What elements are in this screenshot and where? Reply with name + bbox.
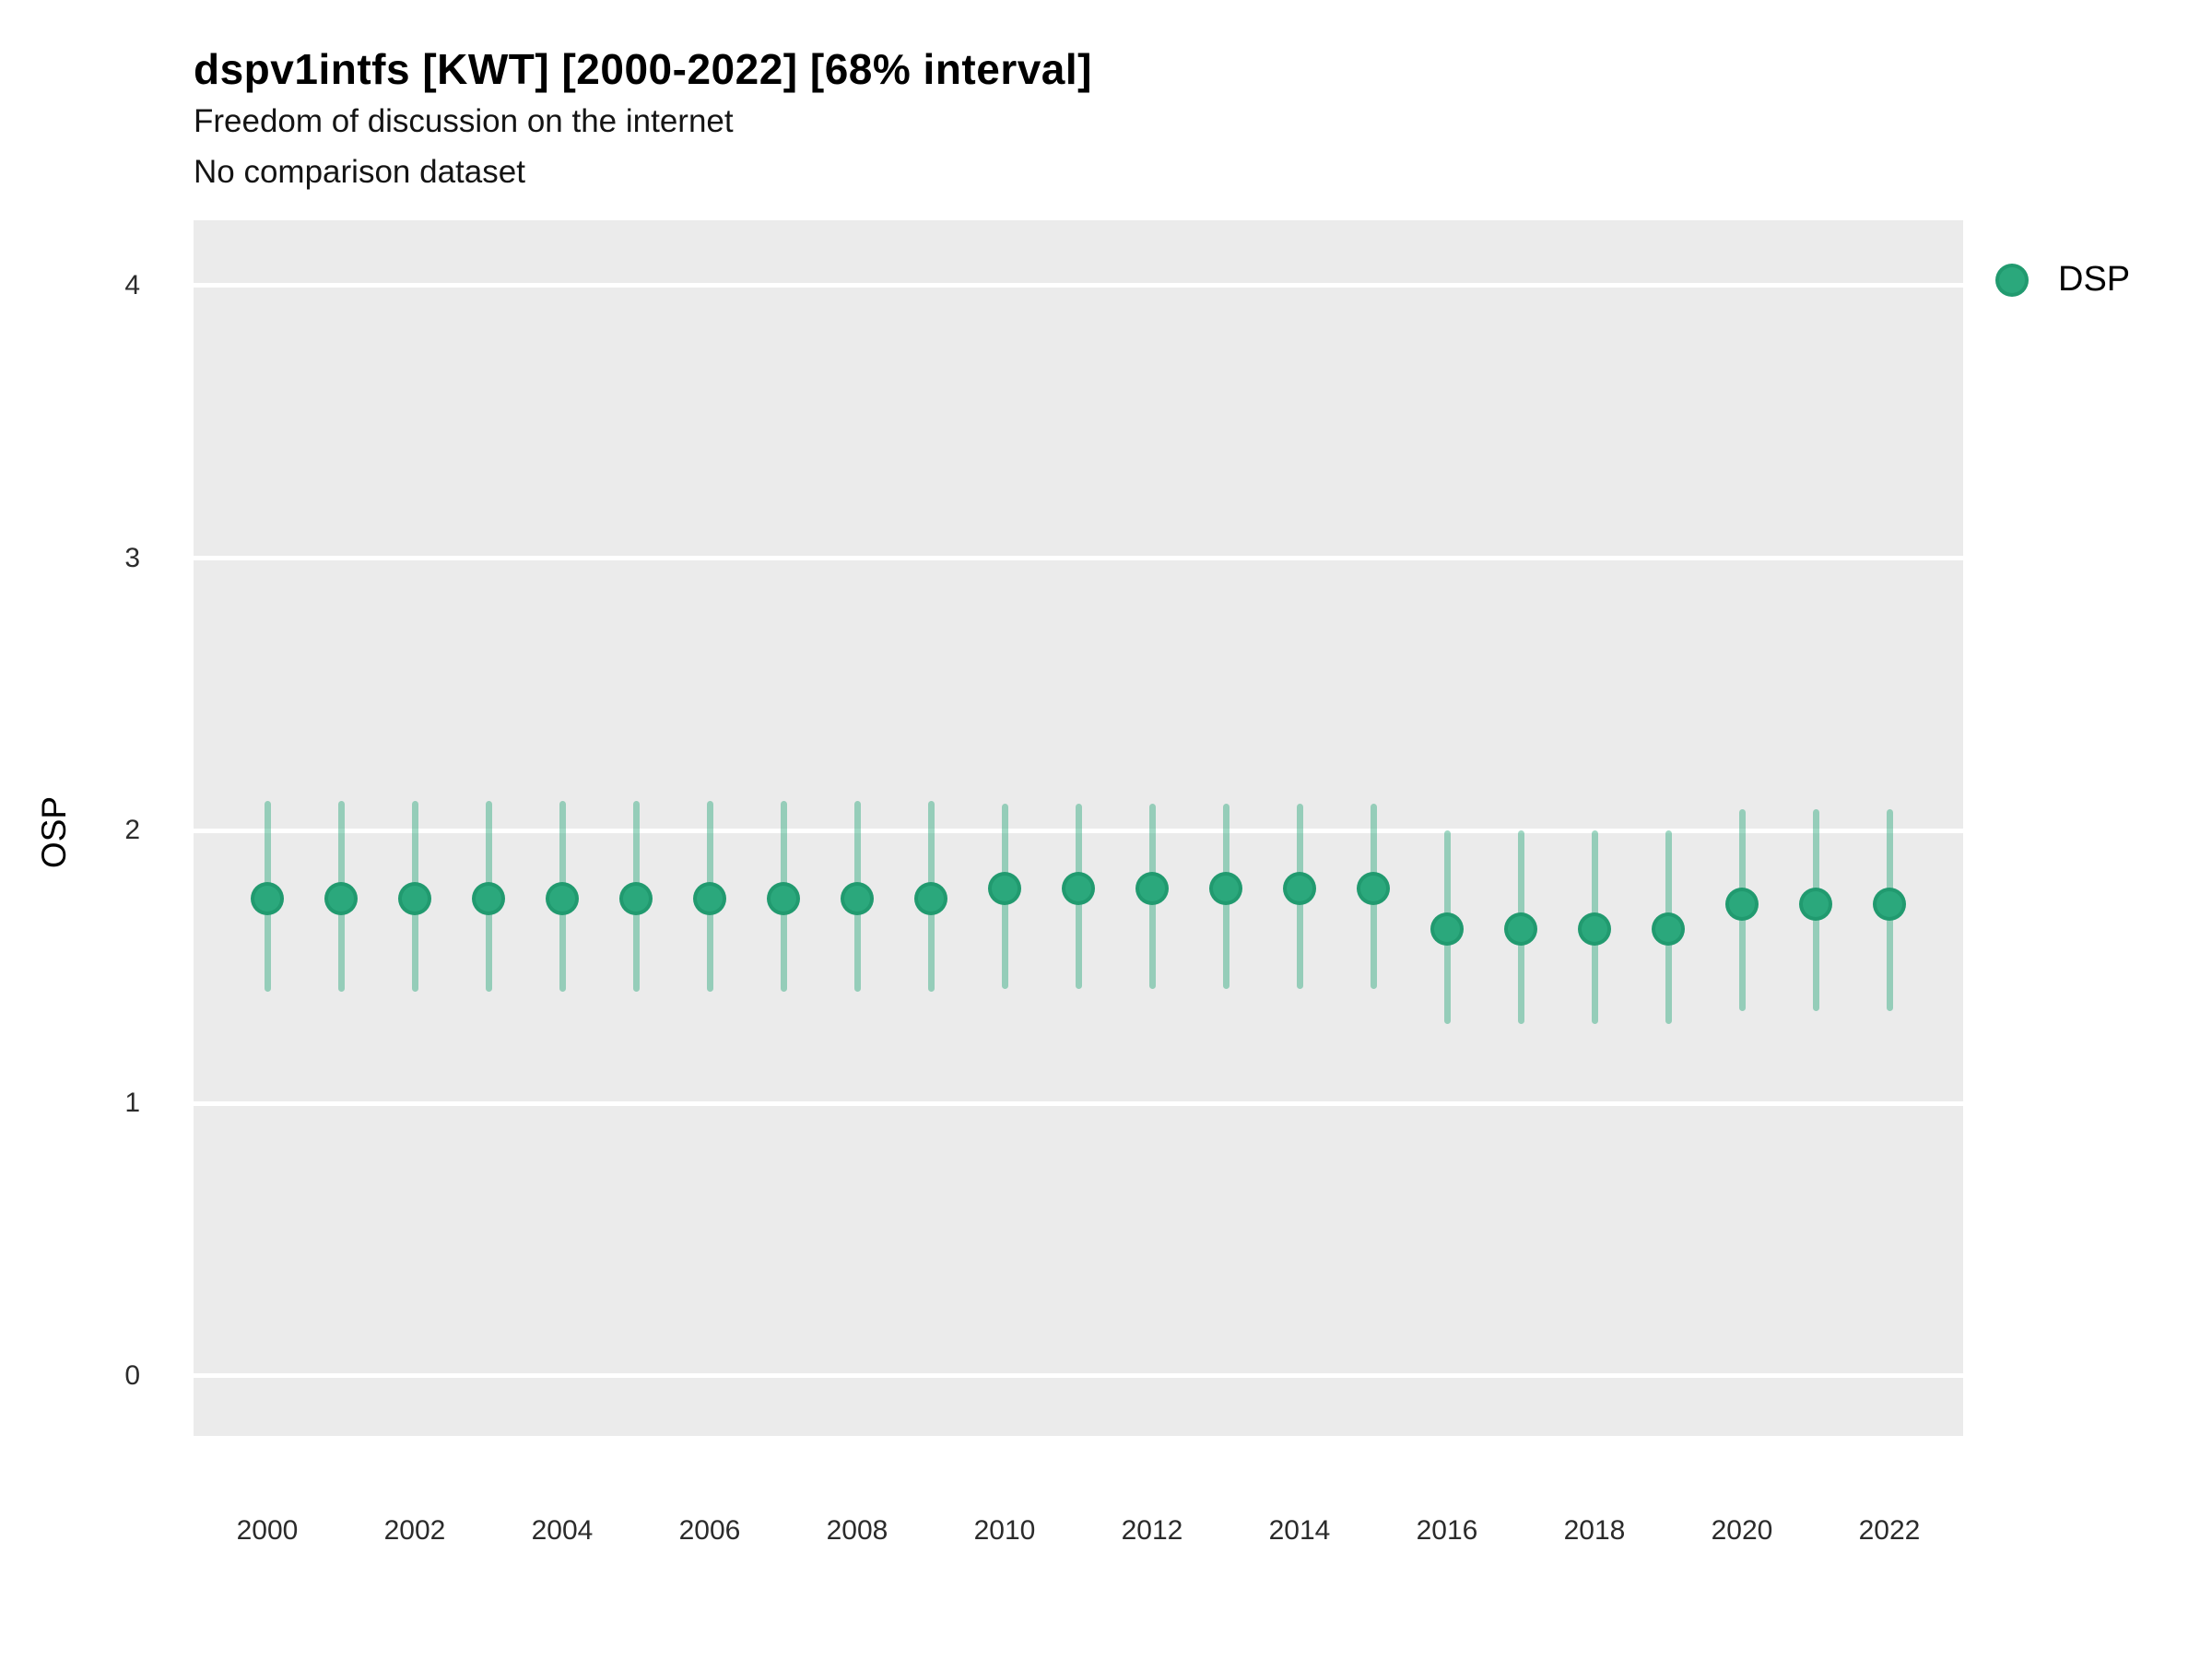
grid-line [194, 1100, 1963, 1106]
y-tick-label: 4 [124, 269, 140, 300]
x-tick-label: 2022 [1858, 1515, 1921, 1546]
x-tick-label: 2002 [383, 1515, 446, 1546]
data-point [324, 882, 358, 916]
y-tick-label: 2 [124, 815, 140, 846]
x-tick-label: 2006 [678, 1515, 741, 1546]
data-point [398, 882, 431, 916]
x-tick-label: 2000 [236, 1515, 299, 1546]
data-point [914, 882, 947, 916]
data-point [251, 882, 284, 916]
plot-panel [194, 220, 1963, 1436]
x-tick-label: 2018 [1563, 1515, 1626, 1546]
y-tick-label: 3 [124, 542, 140, 573]
legend-label: DSP [2058, 260, 2131, 299]
grid-line [194, 283, 1963, 288]
y-tick-label: 0 [124, 1359, 140, 1391]
data-point [767, 882, 800, 916]
grid-line [194, 828, 1963, 833]
x-tick-label: 2014 [1268, 1515, 1331, 1546]
data-point [1873, 888, 1906, 922]
x-tick-label: 2004 [531, 1515, 594, 1546]
legend: DSP [1995, 260, 2130, 300]
x-tick-label: 2020 [1711, 1515, 1773, 1546]
data-point [988, 871, 1021, 905]
data-point [693, 882, 726, 916]
data-point [1578, 912, 1611, 946]
data-point [841, 882, 874, 916]
data-point [1135, 871, 1169, 905]
legend-circle-icon [1995, 263, 2029, 297]
chart-subtitle: Freedom of discussion on the internet [194, 103, 734, 139]
data-point [1652, 912, 1685, 946]
data-point [1357, 871, 1390, 905]
data-point [1430, 912, 1464, 946]
data-point [546, 882, 579, 916]
data-point [1209, 871, 1242, 905]
x-tick-label: 2012 [1121, 1515, 1183, 1546]
chart-subtitle-2: No comparison dataset [194, 154, 525, 190]
y-tick-label: 1 [124, 1088, 140, 1119]
x-tick-label: 2016 [1416, 1515, 1478, 1546]
grid-line [194, 556, 1963, 561]
data-point [1283, 871, 1316, 905]
data-point [472, 882, 505, 916]
grid-line [194, 1373, 1963, 1379]
data-point [619, 882, 653, 916]
chart-title: dspv1intfs [KWT] [2000-2022] [68% interv… [194, 45, 1092, 93]
data-point [1799, 888, 1832, 922]
data-point [1062, 871, 1095, 905]
x-tick-label: 2008 [826, 1515, 888, 1546]
x-tick-label: 2010 [973, 1515, 1036, 1546]
data-point [1725, 888, 1759, 922]
data-point [1504, 912, 1537, 946]
